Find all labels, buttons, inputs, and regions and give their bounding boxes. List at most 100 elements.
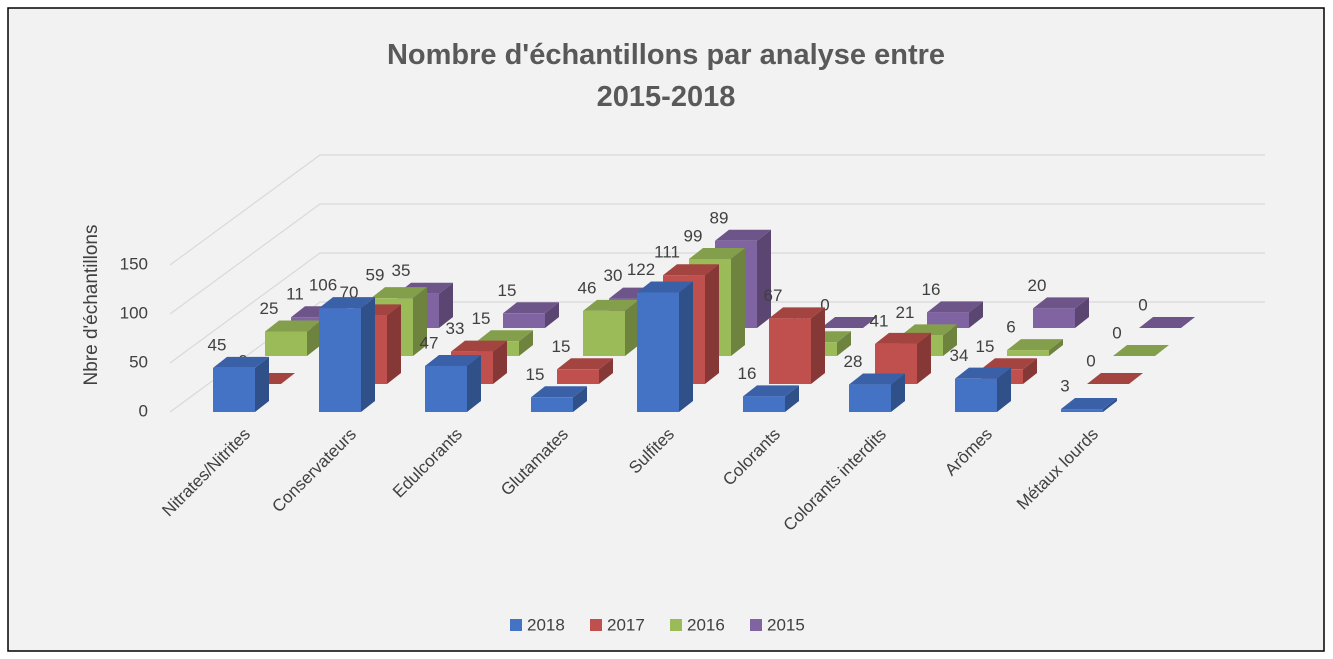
bar-top (1113, 345, 1169, 356)
value-label: 0 (1086, 351, 1095, 370)
bar (769, 307, 825, 384)
bar-side (1103, 398, 1117, 412)
legend-swatch (590, 619, 602, 631)
bar-side (837, 331, 851, 356)
bar (1139, 317, 1195, 328)
value-label: 0 (1138, 295, 1147, 314)
bar-side (439, 282, 453, 328)
bar-top (213, 356, 269, 368)
value-label: 21 (896, 303, 915, 322)
value-label: 25 (260, 299, 279, 318)
value-label: 15 (552, 337, 571, 356)
legend-label: 2015 (767, 615, 805, 634)
bar-side (625, 299, 639, 356)
legend-swatch (750, 619, 762, 631)
bar-top (689, 247, 745, 259)
bar-top (451, 340, 507, 352)
grid-line (169, 154, 1265, 266)
value-label: 45 (208, 335, 227, 354)
bar (1061, 398, 1117, 412)
bar-front (265, 331, 307, 356)
value-label: 20 (1028, 276, 1047, 295)
bar (557, 358, 613, 384)
bar-top (927, 301, 983, 313)
bar-top (1139, 317, 1195, 328)
bar-side (1023, 358, 1037, 384)
bar (583, 299, 639, 356)
bar-top (477, 330, 533, 342)
bar-side (573, 386, 587, 412)
bar-front (769, 318, 811, 384)
bar-top (265, 320, 321, 332)
value-label: 0 (1112, 323, 1121, 342)
bar-top (663, 264, 719, 276)
bar-side (731, 247, 745, 356)
y-axis-label: Nbre d'échantillons (81, 225, 102, 386)
value-label: 33 (446, 319, 465, 338)
bar-side (545, 302, 559, 328)
value-label: 0 (820, 295, 829, 314)
bar-top (1007, 339, 1063, 351)
bar (265, 320, 321, 356)
bar-side (757, 229, 771, 328)
value-label: 15 (976, 337, 995, 356)
bar (1087, 373, 1143, 384)
bar-top (1087, 373, 1143, 384)
bar-front (927, 312, 969, 328)
value-label: 35 (392, 261, 411, 280)
bar (1113, 345, 1169, 356)
bar-front (1033, 308, 1075, 328)
value-label: 30 (604, 266, 623, 285)
bar (927, 301, 983, 328)
bar-side (255, 356, 269, 412)
bar-top (875, 332, 931, 344)
bar-side (387, 304, 401, 384)
bar-side (705, 264, 719, 384)
bar-side (519, 330, 533, 356)
value-label: 47 (420, 333, 439, 352)
value-label: 34 (950, 346, 969, 365)
bar-top (583, 299, 639, 311)
bar-top (1033, 297, 1089, 309)
value-label: 59 (366, 266, 385, 285)
bar-side (679, 281, 693, 412)
bar-front (213, 367, 255, 412)
value-label: 106 (309, 276, 337, 295)
value-label: 89 (710, 208, 729, 227)
bar-front (743, 396, 785, 412)
bar-side (997, 367, 1011, 412)
bar-top (531, 386, 587, 398)
bar-top (901, 324, 957, 336)
bar-side (785, 385, 799, 412)
bar-top (1061, 398, 1117, 410)
bar-front (583, 310, 625, 356)
grid-line (169, 252, 1265, 364)
legend-swatch (670, 619, 682, 631)
bar-side (1049, 339, 1063, 356)
value-label: 67 (764, 286, 783, 305)
bar-top (371, 287, 427, 299)
bar (503, 302, 559, 328)
y-tick-label: 100 (120, 303, 148, 322)
bar-side (493, 340, 507, 384)
value-label: 3 (1060, 377, 1069, 396)
bar-front (557, 369, 599, 384)
y-tick-label: 150 (120, 254, 148, 273)
value-label: 41 (870, 311, 889, 330)
bar (531, 386, 587, 412)
grid-line (169, 203, 1265, 315)
bar (319, 297, 375, 412)
bar-side (891, 373, 905, 412)
bar-side (811, 307, 825, 384)
bar (743, 385, 799, 412)
bar-top (715, 229, 771, 241)
bar-front (531, 397, 573, 412)
bar (213, 356, 269, 412)
bar-front (425, 365, 467, 412)
y-tick-label: 0 (139, 401, 148, 420)
value-label: 11 (286, 285, 304, 304)
bar-top (503, 302, 559, 314)
bar-top (637, 281, 693, 293)
